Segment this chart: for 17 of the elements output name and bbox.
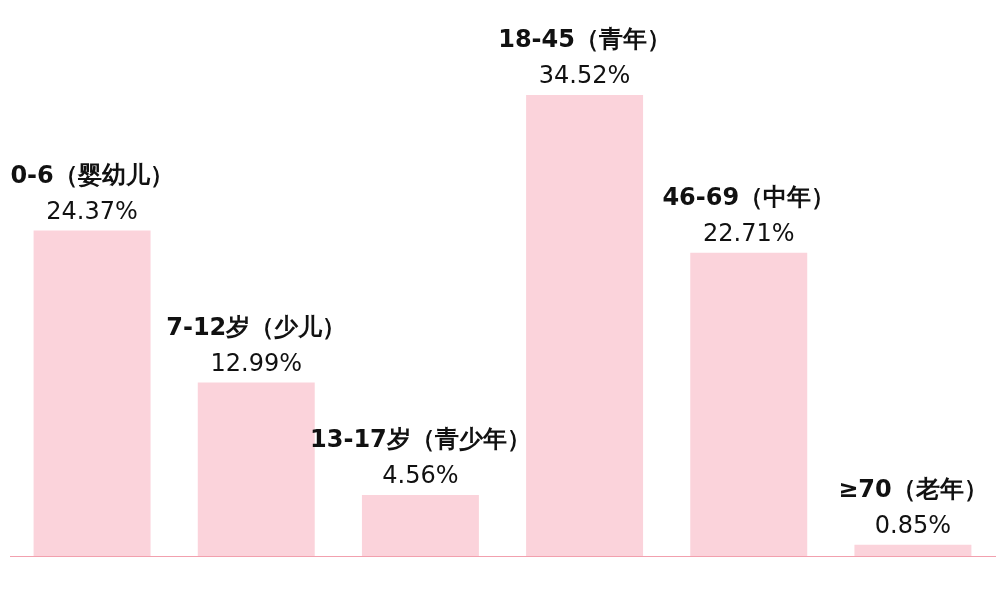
- data-label: 22.71%: [702, 218, 795, 247]
- data-label: 12.99%: [210, 348, 303, 377]
- data-label: 34.52%: [538, 61, 631, 89]
- bar: [33, 230, 151, 556]
- x-tick-label: 0-6（婴幼儿）: [10, 160, 174, 189]
- x-tick-label: 46-69（中年）: [662, 182, 836, 211]
- bar: [854, 544, 972, 556]
- data-label: 0.85%: [874, 510, 952, 539]
- x-tick-label: 18-45（青年）: [498, 25, 671, 53]
- bar: [361, 495, 479, 556]
- data-label: 24.37%: [46, 196, 138, 225]
- x-tick-label: 13-17岁（青少年）: [310, 425, 531, 454]
- data-label: 4.56%: [382, 461, 459, 490]
- x-tick-label: ≥70（老年）: [838, 474, 988, 503]
- bar: [526, 95, 644, 556]
- bar: [690, 252, 808, 556]
- x-tick-label: 7-12岁（少儿）: [166, 312, 347, 341]
